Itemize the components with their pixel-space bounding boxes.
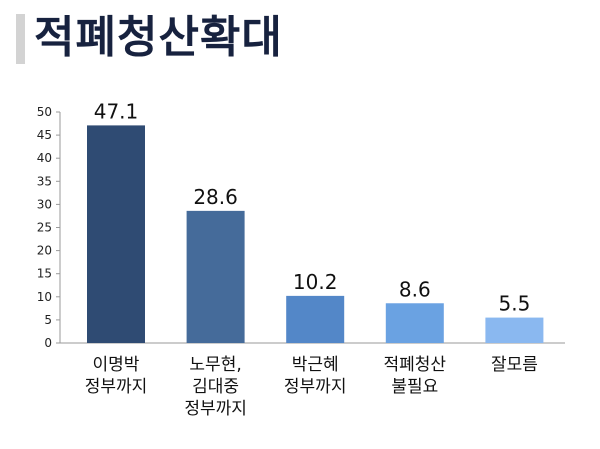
bar <box>87 125 145 343</box>
y-tick-label: 20 <box>37 244 52 258</box>
y-tick-label: 45 <box>37 128 52 142</box>
category-label: 노무현, <box>189 355 241 375</box>
y-tick-label: 35 <box>37 174 52 188</box>
bar <box>485 317 544 343</box>
title-accent-bar <box>16 14 25 64</box>
page-title: 적폐청산확대 <box>34 12 283 63</box>
category-label: 이명박 <box>93 355 140 375</box>
bar <box>186 210 245 343</box>
category-label: 박근혜 <box>292 355 339 375</box>
category-label: 적폐청산 <box>384 355 447 375</box>
category-label: 김대중 <box>192 377 239 397</box>
bar-value-label: 8.6 <box>399 277 431 301</box>
bar-value-label: 10.2 <box>293 270 338 294</box>
y-tick-label: 25 <box>37 221 52 235</box>
bar-value-label: 47.1 <box>94 99 139 123</box>
bar-value-label: 5.5 <box>498 292 530 316</box>
y-tick-label: 15 <box>37 267 52 281</box>
category-label: 정부까지 <box>284 377 347 397</box>
y-tick-label: 40 <box>37 151 52 165</box>
y-tick-label: 10 <box>37 290 52 304</box>
category-label: 불필요 <box>391 377 438 397</box>
bar <box>385 303 444 343</box>
category-label: 잘모름 <box>491 355 538 375</box>
y-tick-label: 5 <box>44 313 52 327</box>
bar <box>286 295 345 343</box>
category-label: 정부까지 <box>184 399 247 419</box>
y-tick-label: 0 <box>44 336 52 350</box>
y-tick-label: 50 <box>37 105 52 119</box>
y-tick-label: 30 <box>37 197 52 211</box>
category-label: 정부까지 <box>85 377 148 397</box>
bar-value-label: 28.6 <box>193 185 238 209</box>
